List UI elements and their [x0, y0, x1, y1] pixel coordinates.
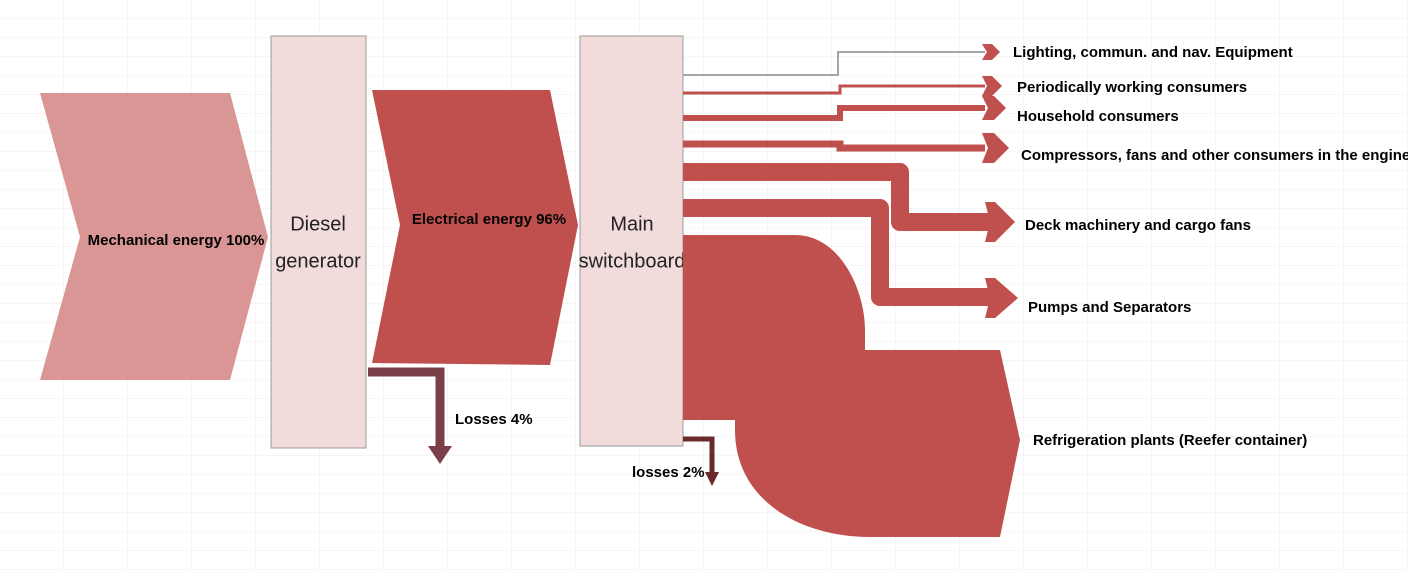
flow-label: Lighting, commun. and nav. Equipment [1013, 44, 1293, 61]
flow-label: Refrigeration plants (Reefer container) [1033, 432, 1307, 449]
loss-flow [683, 436, 715, 474]
flow-label: losses 2% [632, 464, 705, 481]
arrow-head [705, 472, 719, 486]
electrical-energy-arrow [372, 90, 578, 365]
flow [683, 105, 985, 121]
node-label: Main [610, 213, 653, 235]
flow [683, 140, 985, 152]
node-label: Mechanical energy 100% [88, 232, 265, 249]
flow-label: Compressors, fans and other consumers in… [1021, 147, 1408, 164]
flow [683, 51, 985, 76]
flow [683, 199, 990, 306]
flow-label: Pumps and Separators [1028, 299, 1191, 316]
flow-label: Periodically working consumers [1017, 79, 1247, 96]
node-label: generator [275, 250, 361, 272]
arrow-head [982, 133, 1009, 163]
arrow-head [982, 96, 1006, 120]
arrow-head [982, 44, 1000, 60]
arrow-head [428, 446, 452, 464]
flow [683, 163, 990, 231]
refrigeration-flow [683, 235, 1020, 537]
loss-flow [368, 367, 445, 448]
mechanical-energy-arrow [40, 93, 268, 380]
diesel-generator-box [270, 35, 367, 449]
flow-label: Deck machinery and cargo fans [1025, 217, 1251, 234]
flow [683, 84, 985, 95]
arrow-head [985, 278, 1018, 318]
flow-label: Losses 4% [455, 411, 533, 428]
arrow-head [982, 76, 1002, 96]
flow-label: Household consumers [1017, 108, 1179, 125]
arrow-head [985, 202, 1015, 242]
node-label: Diesel [290, 213, 346, 235]
main-switchboard-box [579, 35, 684, 447]
node-label: switchboard [579, 250, 686, 272]
node-label: Electrical energy 96% [412, 211, 566, 228]
